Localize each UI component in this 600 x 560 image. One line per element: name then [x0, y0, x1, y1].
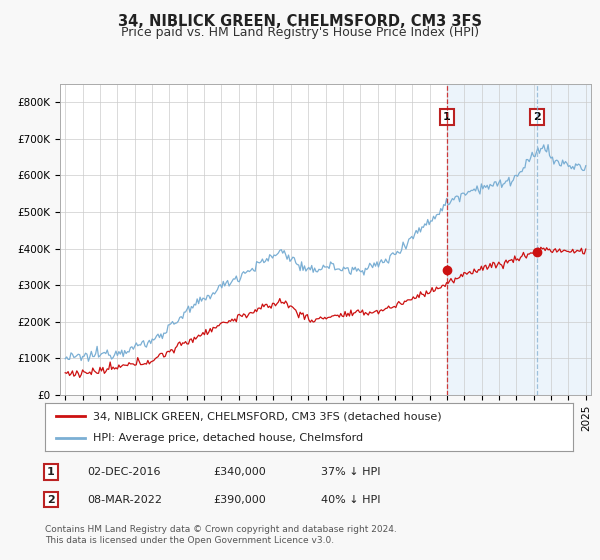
Text: 2: 2: [533, 112, 541, 122]
Text: 02-DEC-2016: 02-DEC-2016: [87, 467, 161, 477]
Text: 40% ↓ HPI: 40% ↓ HPI: [321, 494, 380, 505]
Text: 34, NIBLICK GREEN, CHELMSFORD, CM3 3FS: 34, NIBLICK GREEN, CHELMSFORD, CM3 3FS: [118, 14, 482, 29]
Text: Contains HM Land Registry data © Crown copyright and database right 2024.
This d: Contains HM Land Registry data © Crown c…: [45, 525, 397, 545]
Text: 1: 1: [443, 112, 451, 122]
Text: Price paid vs. HM Land Registry's House Price Index (HPI): Price paid vs. HM Land Registry's House …: [121, 26, 479, 39]
Text: HPI: Average price, detached house, Chelmsford: HPI: Average price, detached house, Chel…: [92, 433, 362, 443]
Text: 08-MAR-2022: 08-MAR-2022: [87, 494, 162, 505]
Text: 1: 1: [47, 467, 55, 477]
Text: 34, NIBLICK GREEN, CHELMSFORD, CM3 3FS (detached house): 34, NIBLICK GREEN, CHELMSFORD, CM3 3FS (…: [92, 411, 441, 421]
Text: 2: 2: [47, 494, 55, 505]
Text: 37% ↓ HPI: 37% ↓ HPI: [321, 467, 380, 477]
Text: £390,000: £390,000: [213, 494, 266, 505]
Text: £340,000: £340,000: [213, 467, 266, 477]
Bar: [447, 84, 595, 395]
